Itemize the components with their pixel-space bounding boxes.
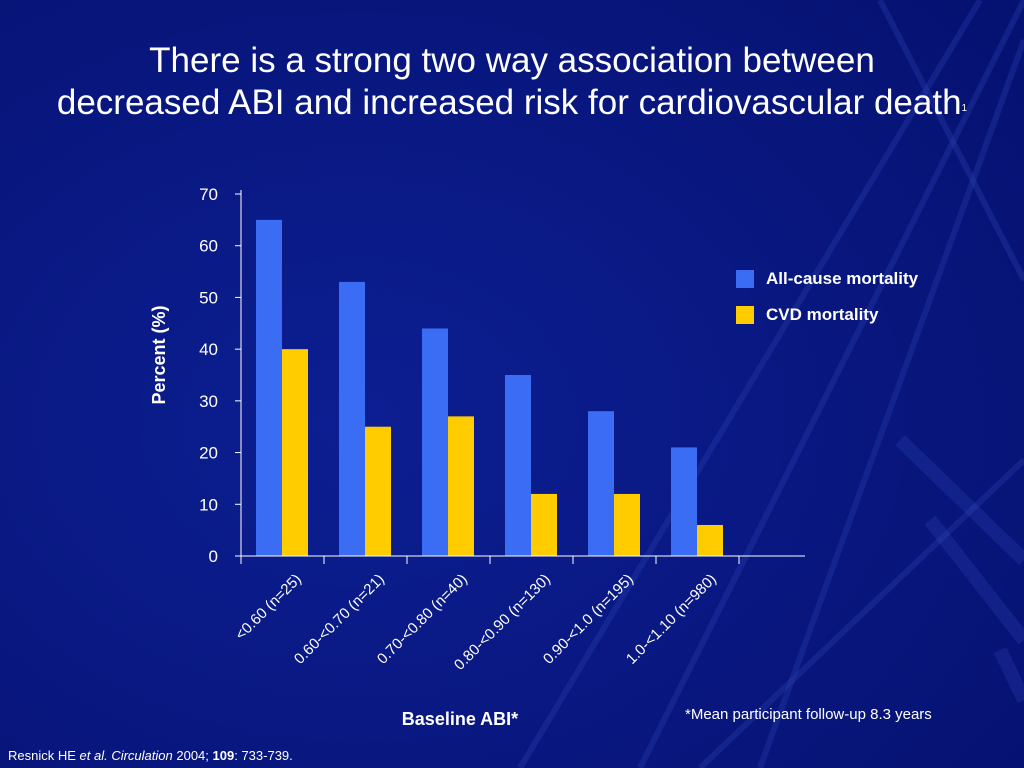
y-tick-label-70: 70 [199,185,218,204]
x-tick-label-5: 1.0-<1.10 (n=980) [623,571,720,668]
y-tick-label-50: 50 [199,288,218,307]
y-tick-label-20: 20 [199,444,218,463]
y-axis-title: Percent (%) [149,305,169,404]
bar-all-cause-1 [339,281,365,556]
y-tick-label-0: 0 [209,547,218,566]
legend-swatch-cvd [736,306,754,324]
bars-group [256,219,723,556]
x-tick-label-1: 0.60-<0.70 (n=21) [291,571,388,668]
slide-title: There is a strong two way association be… [0,40,1024,124]
legend-label-all-cause: All-cause mortality [766,269,919,288]
y-tick-label-40: 40 [199,340,218,359]
legend-label-cvd: CVD mortality [766,305,879,324]
x-tick-label-0: <0.60 (n=25) [232,571,305,644]
legend-swatch-all-cause [736,270,754,288]
citation-journal: Circulation [107,748,173,763]
bar-cvd-4 [614,493,640,556]
y-tick-label-60: 60 [199,237,218,256]
title-line-1: There is a strong two way association be… [149,41,875,80]
bar-all-cause-2 [422,328,448,556]
citation-year: 2004; [172,748,213,763]
bar-cvd-1 [365,426,391,556]
citation-author: Resnick HE [8,748,80,763]
bar-cvd-2 [448,416,474,556]
bar-all-cause-0 [256,219,282,556]
legend-item-all-cause: All-cause mortality [736,268,918,290]
bar-cvd-3 [531,493,557,556]
bar-all-cause-4 [588,411,614,556]
footnote: *Mean participant follow-up 8.3 years [685,706,932,723]
y-axis: 0 10 20 30 40 50 60 70 [199,185,242,566]
bar-cvd-5 [697,524,723,556]
citation-etal: et al. [79,748,108,763]
chart-legend: All-cause mortality CVD mortality [736,268,918,340]
x-axis-title: Baseline ABI* [402,709,518,729]
bar-cvd-0 [282,349,308,556]
citation-pages: : 733-739. [234,748,293,763]
legend-item-cvd: CVD mortality [736,304,918,326]
citation-volume: 109 [212,748,235,763]
x-axis: <0.60 (n=25)0.60-<0.70 (n=21)0.70-<0.80 … [232,555,805,674]
x-tick-label-4: 0.90-<1.0 (n=195) [540,571,637,668]
bar-all-cause-5 [671,447,697,556]
title-superscript: 1 [961,103,968,114]
citation: Resnick HE et al. Circulation 2004; 109:… [8,748,293,763]
title-line-2: decreased ABI and increased risk for car… [56,83,962,122]
bar-all-cause-3 [505,375,531,556]
x-tick-label-2: 0.70-<0.80 (n=40) [374,571,471,668]
y-tick-label-30: 30 [199,392,218,411]
y-tick-label-10: 10 [199,495,218,514]
